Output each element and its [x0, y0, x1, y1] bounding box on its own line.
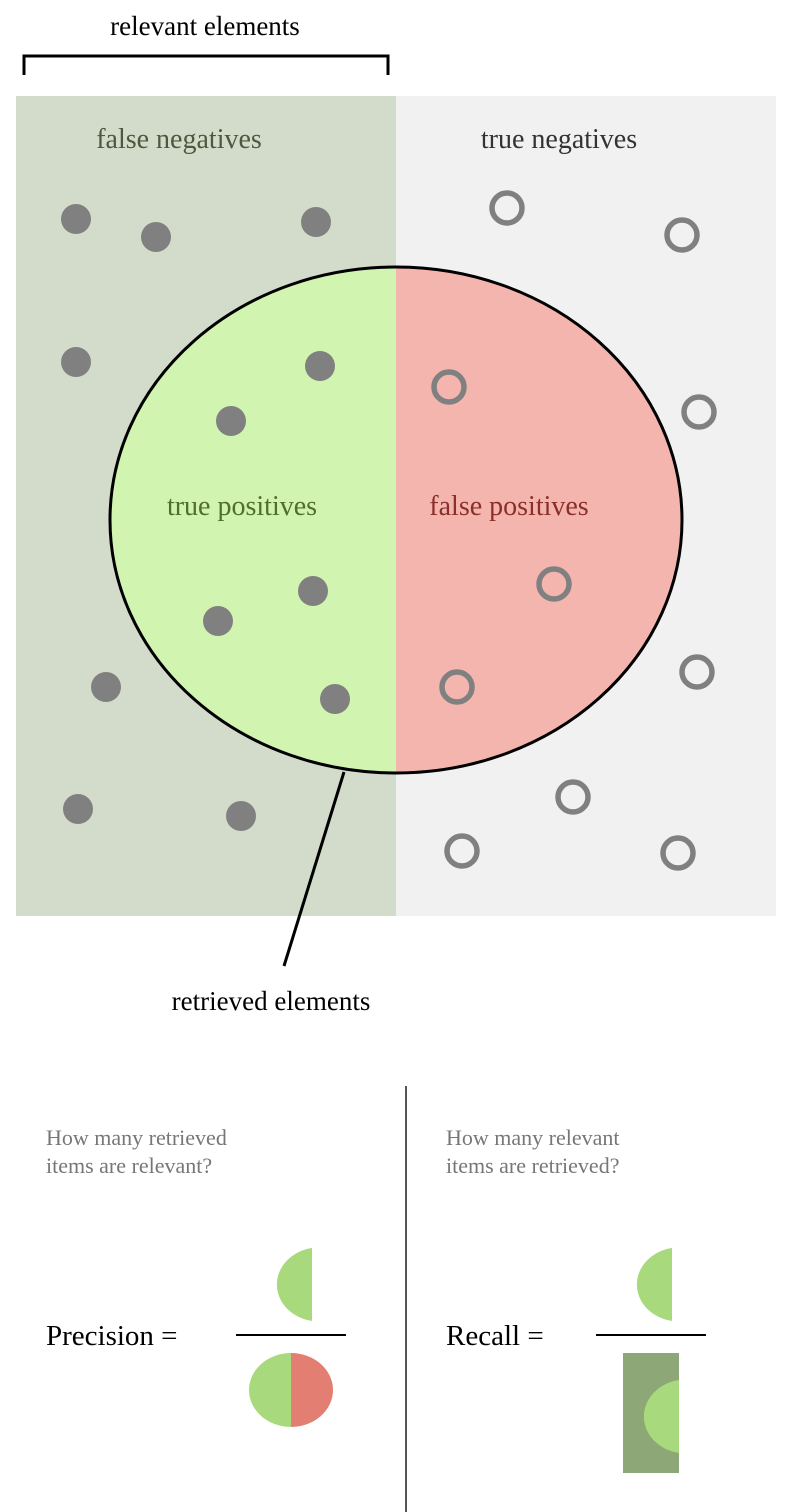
irrelevant-ring: [681, 394, 717, 430]
precision-denominator-red-half: [291, 1353, 333, 1427]
irrelevant-ring: [660, 835, 696, 871]
true-positives-area: [110, 267, 396, 773]
relevant-dot: [91, 672, 121, 702]
relevant-dot: [141, 222, 171, 252]
relevant-dot: [61, 347, 91, 377]
irrelevant-ring: [664, 217, 700, 253]
irrelevant-ring: [439, 669, 475, 705]
recall-formula-label: Recall =: [446, 1320, 544, 1352]
precision-numerator-half: [276, 1248, 312, 1321]
relevant-bracket: [22, 54, 390, 75]
irrelevant-ring: [431, 369, 467, 405]
false-negatives-label: false negatives: [96, 124, 262, 155]
relevant-dot: [63, 794, 93, 824]
false-positives-label: false positives: [429, 491, 588, 522]
precision-denominator-green-half: [249, 1353, 291, 1427]
irrelevant-ring: [536, 566, 572, 602]
precision-question-line1: How many retrieved: [46, 1125, 227, 1150]
precision-question-line2: items are relevant?: [46, 1153, 212, 1178]
relevant-dot: [226, 801, 256, 831]
irrelevant-ring: [444, 833, 480, 869]
relevant-dot: [301, 207, 331, 237]
irrelevant-ring: [555, 779, 591, 815]
irrelevant-ring: [489, 190, 525, 226]
irrelevant-ring: [679, 654, 715, 690]
recall-question-line1: How many relevant: [446, 1125, 620, 1150]
recall-numerator-half: [636, 1248, 672, 1321]
recall-question-line2: items are retrieved?: [446, 1153, 619, 1178]
relevant-dot: [203, 606, 233, 636]
relevant-dot: [320, 684, 350, 714]
retrieved-elements-label: retrieved elements: [172, 986, 371, 1016]
relevant-dot: [216, 406, 246, 436]
relevant-items: [61, 204, 350, 831]
relevant-dot: [305, 351, 335, 381]
relevant-dot: [298, 576, 328, 606]
false-positives-area: [396, 267, 682, 773]
relevant-elements-label: relevant elements: [110, 11, 300, 41]
recall-denominator-tp-half: [643, 1380, 679, 1453]
precision-formula-label: Precision =: [46, 1320, 178, 1352]
retrieved-ellipse-outline: [108, 265, 684, 775]
relevant-dot: [61, 204, 91, 234]
true-positives-label: true positives: [167, 491, 317, 522]
true-negatives-label: true negatives: [481, 124, 637, 155]
irrelevant-items: [431, 190, 717, 871]
retrieved-pointer-line: [282, 771, 346, 967]
